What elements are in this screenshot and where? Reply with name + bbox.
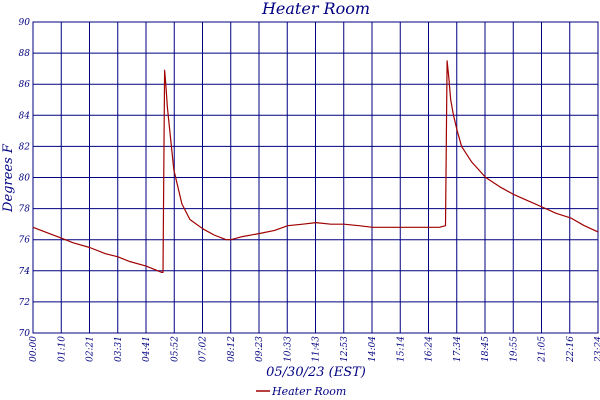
x-tick-label: 23:24 xyxy=(594,336,600,363)
x-tick-label: 03:31 xyxy=(114,336,124,362)
x-tick-label: 00:00 xyxy=(29,336,39,362)
x-tick-label: 07:02 xyxy=(199,336,209,362)
grid xyxy=(32,21,599,334)
x-tick-label: 21:05 xyxy=(538,336,548,363)
x-tick-labels: 00:00 01:10 02:21 03:31 04:41 05:52 07:02 08:12… xyxy=(29,336,600,363)
x-tick-label: 18:45 xyxy=(481,336,491,362)
x-tick-label: 17:34 xyxy=(453,336,463,362)
y-axis-label: Degrees F xyxy=(1,143,16,213)
x-tick-label: 12:53 xyxy=(340,336,350,362)
y-tick-label: 78 xyxy=(19,205,31,215)
x-tick-label: 22:16 xyxy=(566,336,576,363)
plot-frame xyxy=(32,21,599,334)
x-tick-label: 01:10 xyxy=(57,336,67,362)
y-tick-label: 84 xyxy=(19,111,31,121)
legend: Heater Room xyxy=(256,385,346,398)
y-tick-label: 72 xyxy=(19,298,31,308)
series-line-0 xyxy=(32,60,599,273)
x-tick-label: 09:23 xyxy=(255,336,265,362)
y-tick-label: 90 xyxy=(19,18,31,28)
x-tick-label: 10:33 xyxy=(283,336,293,362)
y-tick-label: 74 xyxy=(19,267,31,277)
y-tick-label: 70 xyxy=(19,329,31,339)
y-tick-label: 76 xyxy=(19,236,31,246)
y-tick-label: 86 xyxy=(19,80,31,90)
x-tick-label: 11:43 xyxy=(312,336,322,362)
x-tick-label: 05:52 xyxy=(170,336,180,362)
x-tick-label: 08:12 xyxy=(227,336,237,362)
x-tick-label: 19:55 xyxy=(509,336,519,362)
x-tick-label: 16:24 xyxy=(425,336,435,362)
legend-label: Heater Room xyxy=(271,385,346,398)
series-group xyxy=(32,60,599,273)
x-tick-label: 02:21 xyxy=(86,336,96,362)
x-axis-label: 05/30/23 (EST) xyxy=(266,365,366,380)
y-tick-labels: 70 72 74 76 78 80 82 84 86 88 90 xyxy=(19,18,31,339)
y-tick-label: 88 xyxy=(19,49,31,59)
y-tick-label: 82 xyxy=(19,142,31,152)
x-tick-label: 15:14 xyxy=(396,336,406,362)
y-tick-label: 80 xyxy=(19,174,31,184)
x-tick-label: 04:41 xyxy=(142,336,152,362)
x-tick-label: 14:04 xyxy=(368,336,378,362)
chart-title: Heater Room xyxy=(261,0,370,18)
